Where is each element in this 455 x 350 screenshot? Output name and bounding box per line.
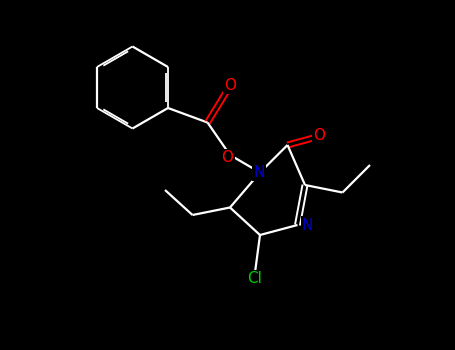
- Text: Cl: Cl: [248, 271, 263, 286]
- Text: N: N: [253, 165, 265, 180]
- Text: O: O: [224, 77, 236, 92]
- Text: O: O: [313, 127, 325, 142]
- Text: O: O: [222, 150, 233, 165]
- Text: N: N: [302, 217, 313, 232]
